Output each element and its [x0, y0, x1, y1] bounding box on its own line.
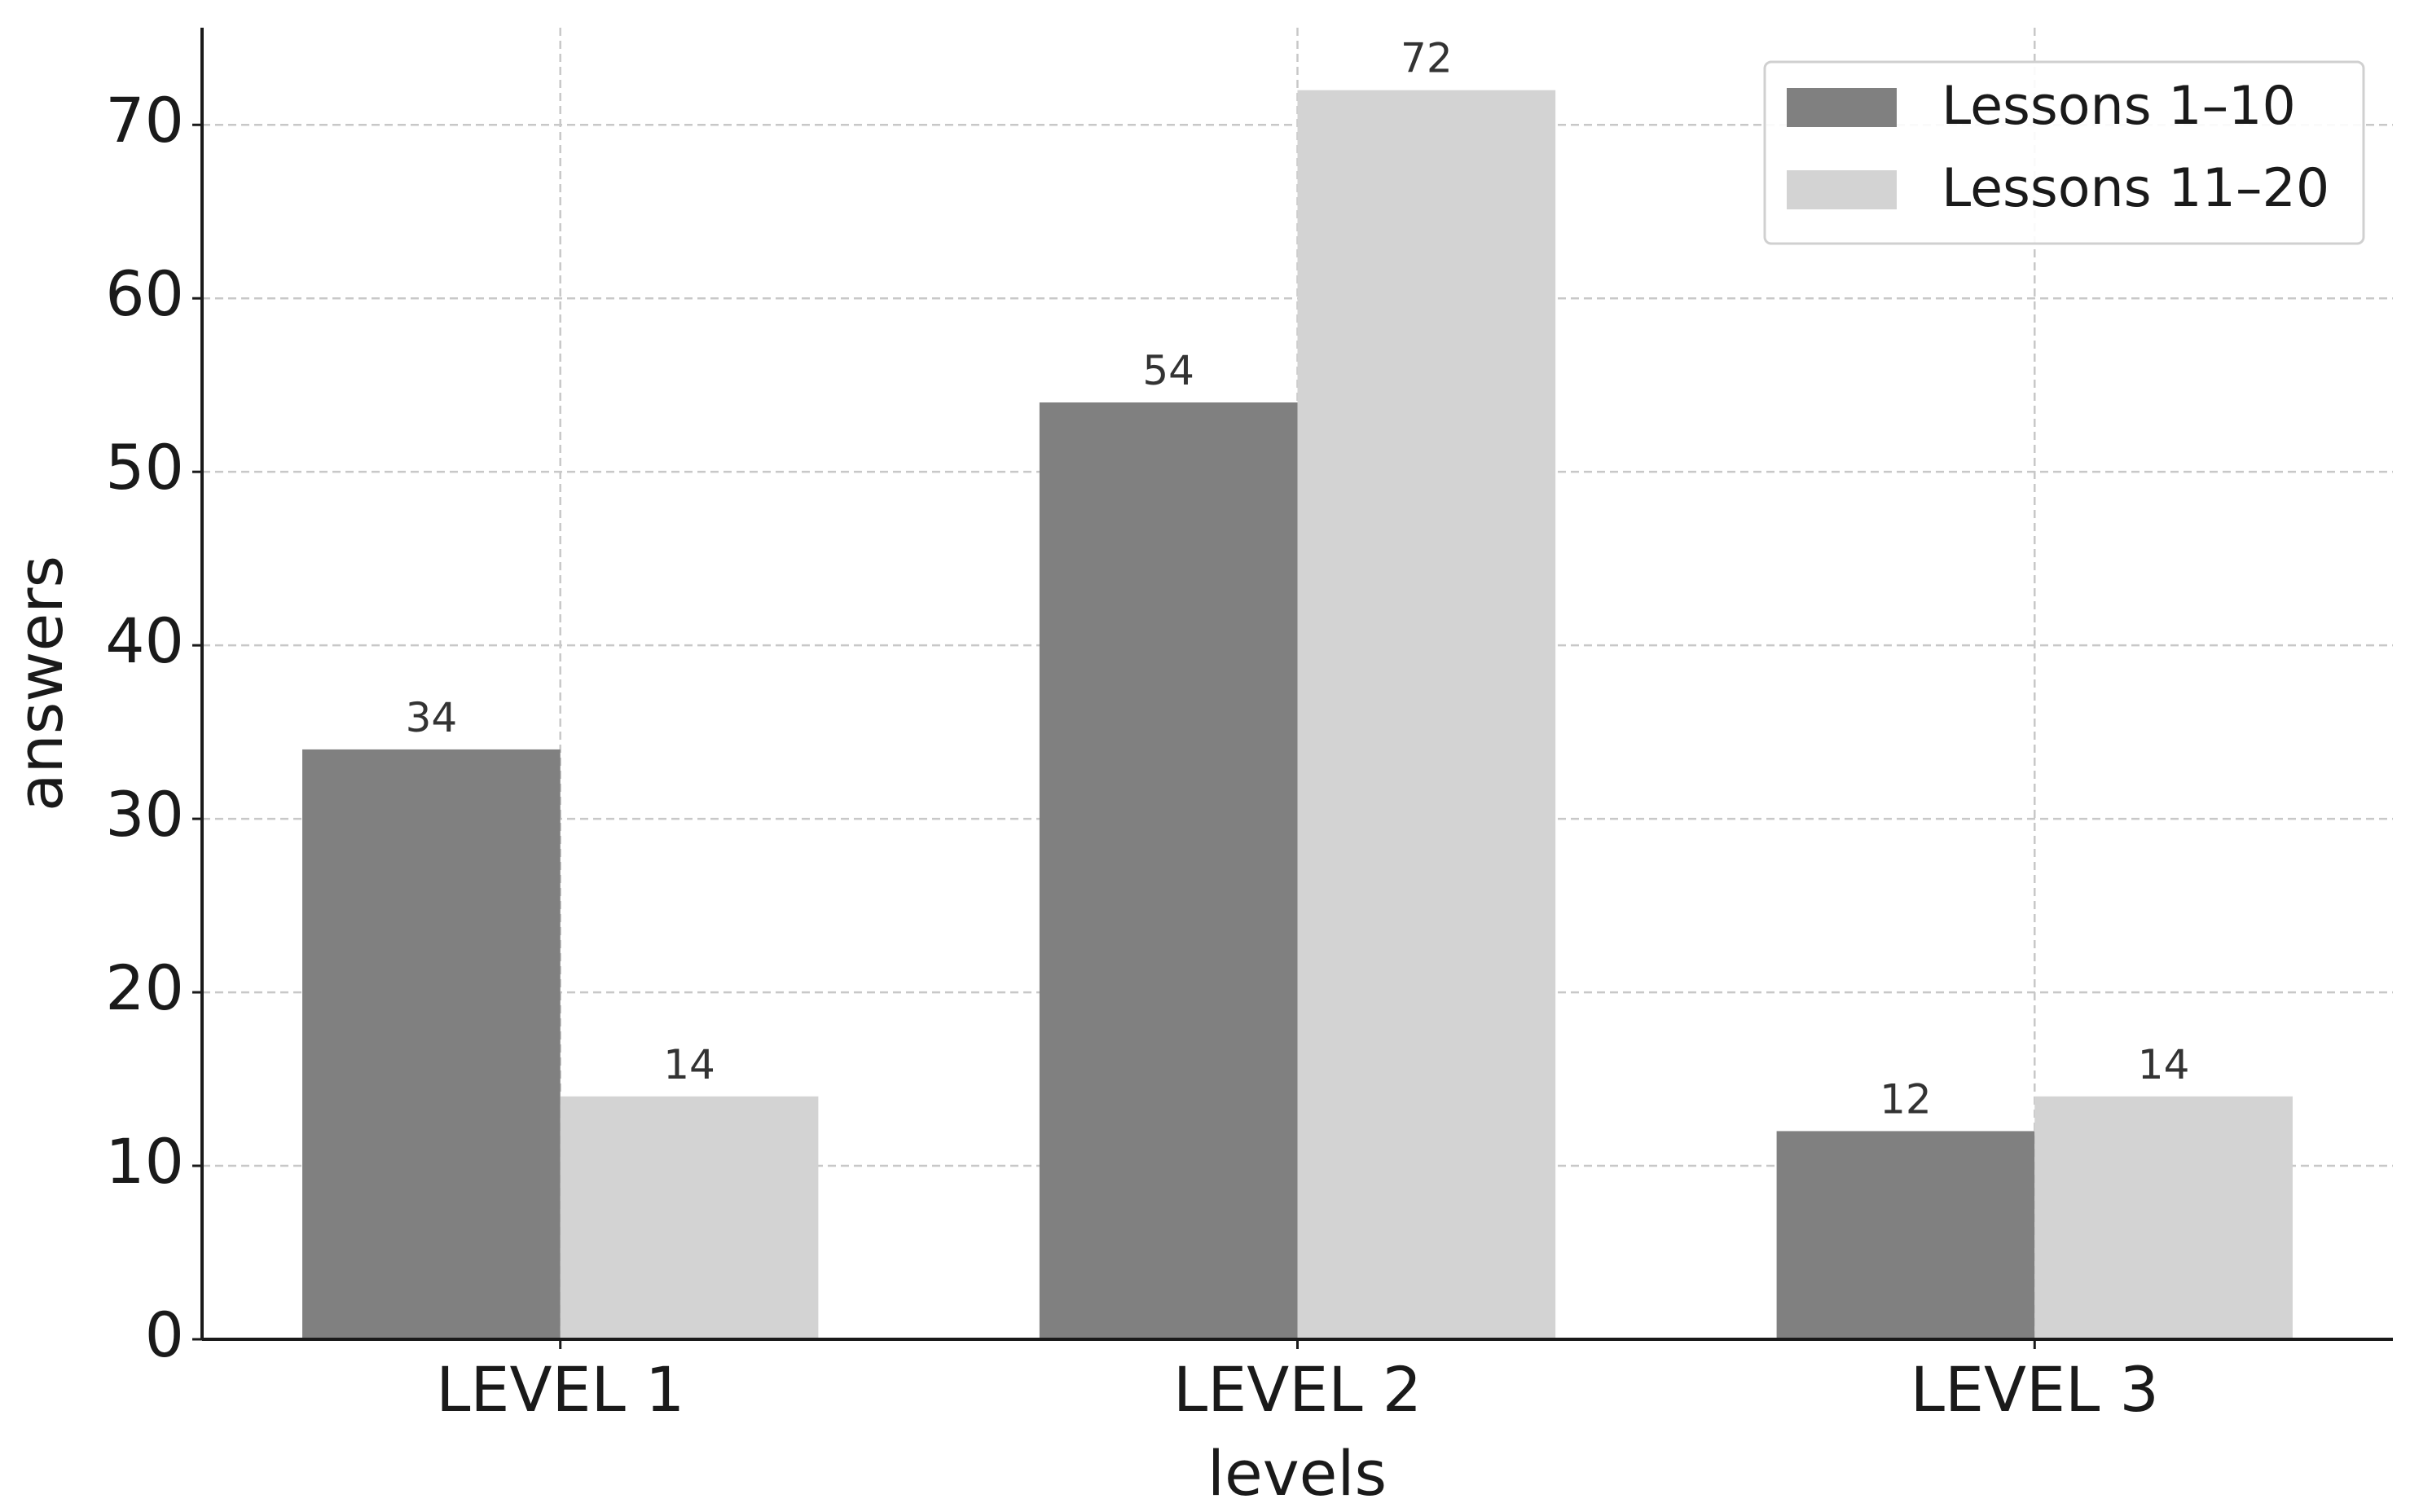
y-tick-label: 50: [105, 431, 184, 503]
bar: [1776, 1131, 2035, 1339]
y-tick-label: 0: [145, 1299, 184, 1371]
x-tick-label: LEVEL 3: [1911, 1353, 2159, 1426]
y-tick-label: 60: [105, 257, 184, 330]
y-tick-label: 20: [105, 952, 184, 1024]
y-tick-label: 10: [105, 1125, 184, 1198]
value-label: 12: [1880, 1075, 1932, 1123]
legend-label: Lessons 11–20: [1942, 158, 2329, 219]
legend-swatch: [1787, 170, 1897, 209]
value-label: 14: [663, 1041, 715, 1088]
legend-box: [1763, 60, 2365, 245]
x-tick-label: LEVEL 1: [436, 1353, 684, 1426]
x-tick-label: LEVEL 2: [1173, 1353, 1422, 1426]
value-label: 72: [1401, 35, 1453, 82]
bar: [1297, 90, 1556, 1340]
y-tick-label: 30: [105, 778, 184, 850]
legend-label: Lessons 1–10: [1942, 76, 2296, 137]
value-label: 54: [1142, 347, 1194, 394]
x-axis-label: levels: [1207, 1437, 1387, 1510]
bar: [2034, 1096, 2293, 1339]
y-axis-label: answers: [4, 556, 77, 811]
bar: [1039, 402, 1298, 1339]
legend-swatch: [1787, 88, 1897, 127]
y-tick-label: 40: [105, 604, 184, 677]
value-label: 34: [406, 694, 458, 741]
bar: [302, 749, 561, 1339]
y-tick-label: 70: [105, 84, 184, 156]
bar: [560, 1096, 819, 1339]
value-label: 14: [2138, 1041, 2190, 1088]
